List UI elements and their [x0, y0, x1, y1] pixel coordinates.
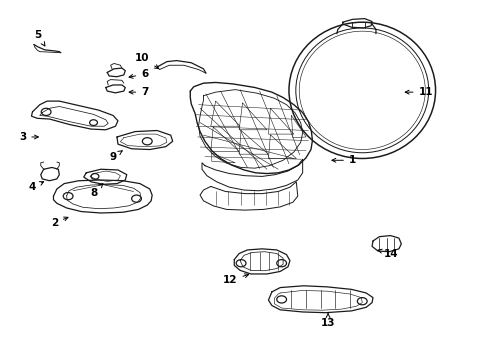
Text: 3: 3: [19, 132, 38, 142]
Text: 5: 5: [34, 30, 45, 46]
Text: 2: 2: [51, 217, 68, 228]
Text: 8: 8: [90, 184, 103, 198]
Text: 7: 7: [129, 87, 148, 97]
Text: 4: 4: [29, 182, 44, 192]
Text: 9: 9: [109, 151, 122, 162]
Text: 10: 10: [135, 53, 159, 68]
Text: 14: 14: [378, 248, 399, 258]
Text: 13: 13: [321, 313, 335, 328]
Text: 1: 1: [332, 155, 356, 165]
Text: 12: 12: [223, 274, 248, 285]
Text: 11: 11: [405, 87, 433, 97]
Text: 6: 6: [129, 69, 148, 79]
